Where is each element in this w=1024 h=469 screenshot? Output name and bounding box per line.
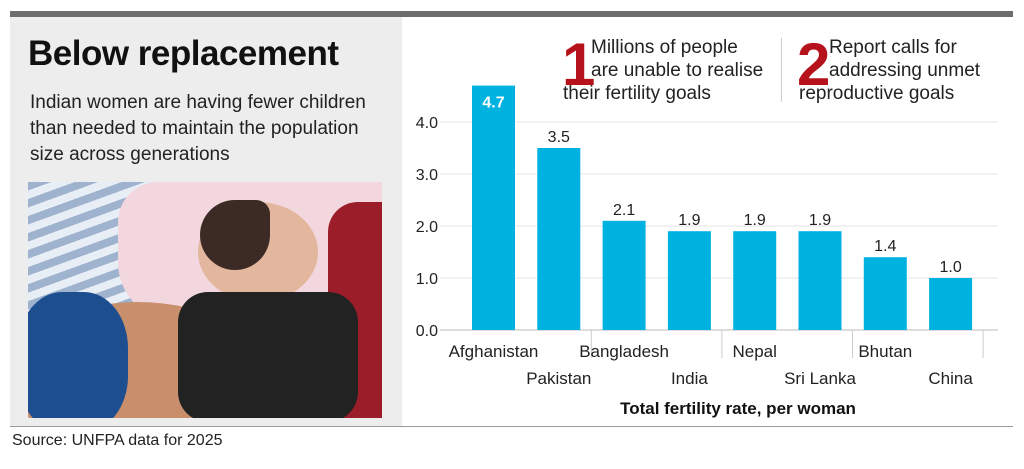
note-2: Report calls for addressing unmet reprod… [799, 36, 980, 105]
y-tick-label: 2.0 [416, 219, 438, 236]
note-1-line: their fertility goals [563, 83, 711, 104]
top-rule [10, 11, 1013, 17]
bottom-rule [10, 426, 1013, 427]
y-tick-label: 0.0 [416, 323, 438, 340]
note-2-line: reproductive goals [799, 83, 955, 104]
category-label: Nepal [732, 342, 776, 361]
data-label: 1.4 [874, 238, 896, 255]
page-title: Below replacement [28, 34, 339, 73]
data-label: 1.9 [809, 212, 831, 229]
data-label: 1.9 [744, 212, 766, 229]
note-1-line: Millions of people [591, 37, 738, 58]
subtitle: Indian women are having fewer children t… [30, 92, 366, 165]
note-2-line: addressing unmet [829, 60, 981, 81]
note-number-1: 1 [562, 31, 596, 98]
bar-sri-lanka [798, 231, 842, 330]
bar-nepal [733, 231, 777, 330]
data-label: 4.7 [482, 95, 504, 112]
note-2-line: Report calls for [829, 37, 957, 58]
category-label: China [928, 369, 973, 388]
note-number-2: 2 [797, 31, 831, 98]
category-label: Bhutan [858, 342, 912, 361]
category-label: Bangladesh [579, 342, 669, 361]
bar-bangladesh [602, 220, 646, 330]
source-note: Source: UNFPA data for 2025 [12, 432, 223, 449]
bar-afghanistan [472, 85, 515, 330]
category-label: Afghanistan [449, 342, 539, 361]
mother-and-baby-photo [28, 182, 382, 418]
category-label: Sri Lanka [784, 369, 856, 388]
y-tick-label: 1.0 [416, 271, 438, 288]
x-axis-title: Total fertility rate, per woman [620, 399, 856, 418]
y-tick-label: 3.0 [416, 167, 438, 184]
bar-china [929, 278, 973, 330]
divider [781, 38, 782, 102]
bar-bhutan [863, 257, 907, 330]
bar-pakistan [537, 148, 581, 330]
bar-india [667, 231, 711, 330]
data-label: 2.1 [613, 202, 635, 219]
category-label: Pakistan [526, 369, 591, 388]
data-label: 3.5 [548, 129, 570, 146]
category-label: India [671, 369, 708, 388]
data-label: 1.0 [939, 259, 961, 276]
note-1: Millions of people are unable to realise… [563, 36, 763, 105]
data-label: 1.9 [678, 212, 700, 229]
y-tick-label: 4.0 [416, 115, 438, 132]
note-1-line: are unable to realise [591, 60, 764, 81]
